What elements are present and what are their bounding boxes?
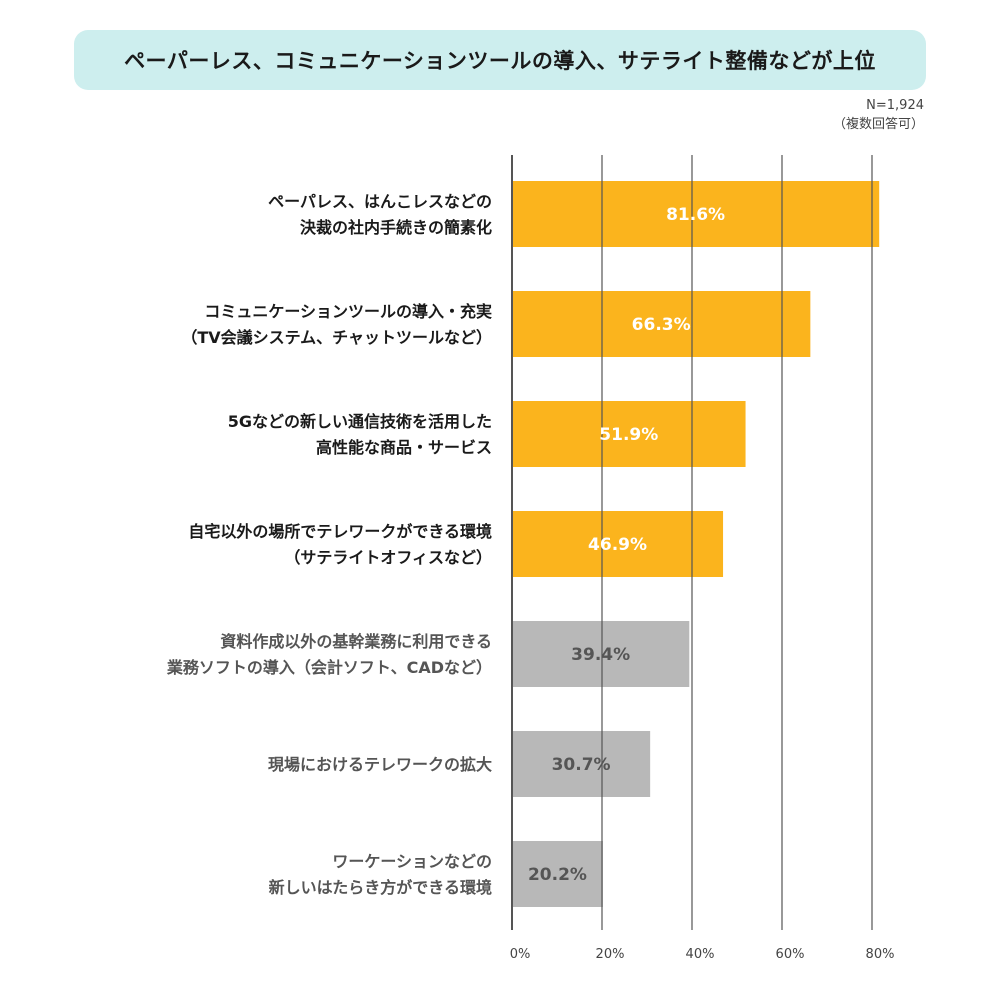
- bar: [512, 621, 690, 687]
- bar-value-label: 30.7%: [552, 755, 611, 775]
- category-label: 高性能な商品・サービス: [316, 438, 492, 457]
- x-tick-label: 20%: [596, 947, 625, 962]
- bar: [512, 511, 724, 577]
- bar-value-label: 66.3%: [632, 315, 691, 335]
- x-tick-label: 60%: [776, 947, 805, 962]
- bar-value-label: 20.2%: [528, 865, 587, 885]
- category-label: 新しいはたらき方ができる環境: [269, 878, 492, 897]
- bar: [512, 731, 651, 797]
- category-label: 決裁の社内手続きの簡素化: [300, 218, 492, 237]
- bar-value-label: 81.6%: [666, 205, 725, 225]
- category-label: 5Gなどの新しい通信技術を活用した: [228, 412, 492, 431]
- bar-value-label: 51.9%: [599, 425, 658, 445]
- chart-title: ペーパーレス、コミュニケーションツールの導入、サテライト整備などが上位: [74, 30, 926, 90]
- category-label: 業務ソフトの導入（会計ソフト、CADなど）: [166, 658, 492, 677]
- category-label: 自宅以外の場所でテレワークができる環境: [188, 522, 492, 541]
- sample-note: N=1,924 （複数回答可）: [833, 96, 924, 134]
- category-label: （サテライトオフィスなど）: [284, 548, 492, 567]
- category-label: ペーパレス、はんこレスなどの: [268, 192, 492, 211]
- category-label: ワーケーションなどの: [332, 852, 492, 871]
- category-label: 現場におけるテレワークの拡大: [268, 755, 492, 774]
- x-tick-label: 40%: [686, 947, 715, 962]
- bar: [512, 291, 811, 357]
- category-label: コミュニケーションツールの導入・充実: [204, 302, 492, 321]
- bar: [512, 401, 746, 467]
- category-label: （TV会議システム、チャットツールなど）: [181, 328, 492, 347]
- sample-size: N=1,924: [866, 98, 924, 113]
- category-label: 資料作成以外の基幹業務に利用できる: [220, 632, 492, 651]
- bar: [512, 181, 880, 247]
- bar: [512, 841, 603, 907]
- x-tick-label: 0%: [510, 947, 531, 962]
- bar-value-label: 39.4%: [571, 645, 630, 665]
- x-tick-label: 80%: [866, 947, 895, 962]
- bar-value-label: 46.9%: [588, 535, 647, 555]
- multiple-answer-note: （複数回答可）: [832, 117, 924, 132]
